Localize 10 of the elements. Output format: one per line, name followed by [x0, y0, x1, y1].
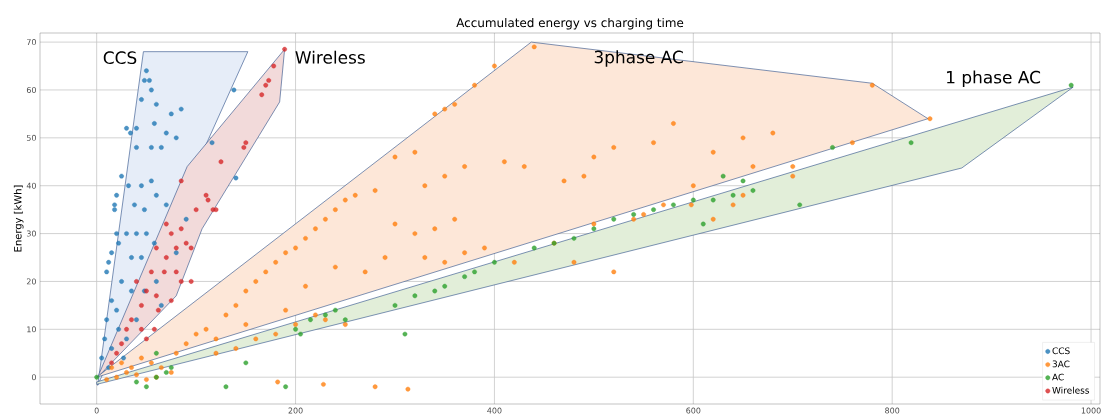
y-axis-title: Energy [kWh] [13, 185, 24, 252]
legend-label: 3AC [1052, 360, 1070, 368]
series-label: 3phase AC [594, 50, 683, 67]
series-label: Wireless [295, 50, 365, 64]
legend-label: AC [1052, 373, 1064, 381]
series-label: CCS [103, 51, 137, 65]
series-label: 1 phase AC [947, 70, 1041, 87]
chart-title: Accumulated energy vs charging time [456, 17, 684, 30]
legend-label: Wireless [1052, 386, 1090, 394]
legend-label: CCS [1052, 347, 1070, 355]
